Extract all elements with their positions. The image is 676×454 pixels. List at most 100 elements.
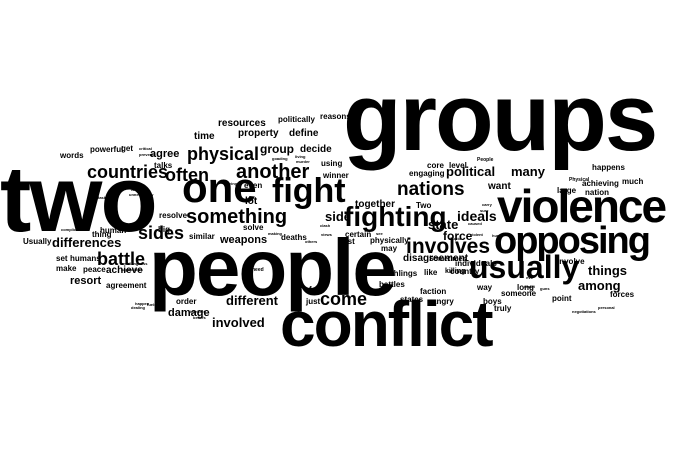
word-much: much <box>622 177 644 186</box>
word-time: time <box>194 131 215 142</box>
word-property: property <box>238 128 279 139</box>
word-state: state <box>428 217 459 232</box>
word-politically: politically <box>278 115 315 124</box>
word-others: others <box>305 239 318 244</box>
word-physically: physically <box>370 236 409 245</box>
word-Sometimes: Sometimes <box>429 256 467 263</box>
word-sure: sure <box>480 208 489 213</box>
word-nation: nation <box>585 188 609 197</box>
word-intellect: intellect <box>190 309 206 314</box>
word-capabilities: capabilities <box>121 267 143 272</box>
word-making: making <box>268 231 283 236</box>
word-nations: nations <box>397 179 465 200</box>
word-task: task <box>98 195 107 200</box>
word-ideals: ideals <box>457 208 497 224</box>
word-usually: usually <box>469 249 580 285</box>
word-killing: killing <box>445 268 466 275</box>
word-People: People <box>477 157 494 163</box>
word-may: may <box>381 244 398 253</box>
word-murder: murder <box>296 159 310 164</box>
word-someone: someone <box>501 289 537 298</box>
word-boys: boys <box>483 297 502 306</box>
word-groups: groups <box>343 64 658 171</box>
word-fueled: fueled <box>147 302 159 307</box>
word-achieving: achieving <box>582 179 619 188</box>
word-living: living <box>295 154 306 159</box>
word-carry: carry <box>482 202 492 207</box>
word-involved: involved <box>212 315 265 330</box>
word-certain: certain <box>345 230 372 239</box>
word-things: things <box>588 263 627 278</box>
word-damage: damage <box>168 307 210 319</box>
word-states: states <box>400 295 424 304</box>
word-another: another <box>236 161 310 183</box>
word-define: define <box>289 128 319 139</box>
word-war: war <box>131 187 138 192</box>
word-people: people <box>149 223 397 312</box>
word-come: come <box>320 289 368 309</box>
word-agree: agree <box>150 148 180 160</box>
word-lot: lot <box>245 196 258 207</box>
word-core: core <box>427 161 444 170</box>
word-see: see <box>376 231 383 236</box>
word-conflict: conflict <box>280 288 494 360</box>
word-side: side <box>325 209 352 224</box>
word-way: way <box>477 283 493 292</box>
word-differences: differences <box>52 235 122 250</box>
word-different: different <box>226 293 278 308</box>
word-order: order <box>176 297 197 306</box>
word-individuals: individuals <box>455 259 497 268</box>
word-caused: caused <box>468 221 482 226</box>
word-one: one <box>182 164 257 211</box>
word-involve: involve <box>557 257 585 266</box>
word-weapons: weapons <box>220 234 268 246</box>
word-among: among <box>578 278 621 293</box>
word-views: views <box>321 232 332 237</box>
word-disagreement: disagreement <box>403 253 469 264</box>
word-violent: violent <box>470 232 483 237</box>
word-goading: goading <box>272 156 288 161</box>
word-political: political <box>446 164 496 179</box>
word-unnecessary: unnecessary <box>129 192 154 197</box>
word-engaging: engaging <box>409 169 445 178</box>
word-force: force <box>443 229 473 243</box>
word-physical: physical <box>187 144 260 164</box>
word-like: like <box>424 268 438 277</box>
word-just: just <box>306 297 321 306</box>
word-often: often <box>165 165 209 185</box>
word-country: country <box>450 267 480 276</box>
word-resources: resources <box>218 118 266 129</box>
word-guns: guns <box>540 286 550 291</box>
word-countries: countries <box>87 162 169 182</box>
word-Usually: Usually <box>23 237 52 246</box>
word-violence: violence <box>497 180 667 232</box>
word-solve: solve <box>243 223 264 232</box>
word-battle: battle <box>97 249 146 269</box>
word-many: many <box>511 164 545 179</box>
word-Physical: Physical <box>569 177 590 183</box>
word-personal: personal <box>598 305 615 310</box>
word-large: large <box>557 186 577 195</box>
word-critical: critical <box>139 146 152 151</box>
word-words: words <box>60 151 84 160</box>
word-need: need <box>252 267 264 273</box>
word-long: long <box>517 283 534 292</box>
word-complicated: complicated <box>61 227 85 232</box>
word-happen: happen <box>135 301 150 306</box>
word-agreement: agreement <box>106 281 147 290</box>
word-decide: decide <box>300 144 332 155</box>
word-prevents: prevents <box>139 152 156 157</box>
word-reasons: reasons <box>320 112 351 121</box>
word-humans: humans <box>70 254 101 263</box>
word-peace: peace <box>83 265 106 274</box>
word-group: group <box>260 142 294 156</box>
word-set: set <box>56 254 68 263</box>
word-result: result <box>524 284 535 289</box>
word-level: level <box>449 161 467 170</box>
word-forces: forces <box>610 290 635 299</box>
word-unwillingness: unwillingness <box>121 261 148 266</box>
word-trying: trying <box>226 181 238 186</box>
word-something: something <box>186 206 288 228</box>
word-Two: Two <box>416 201 432 210</box>
